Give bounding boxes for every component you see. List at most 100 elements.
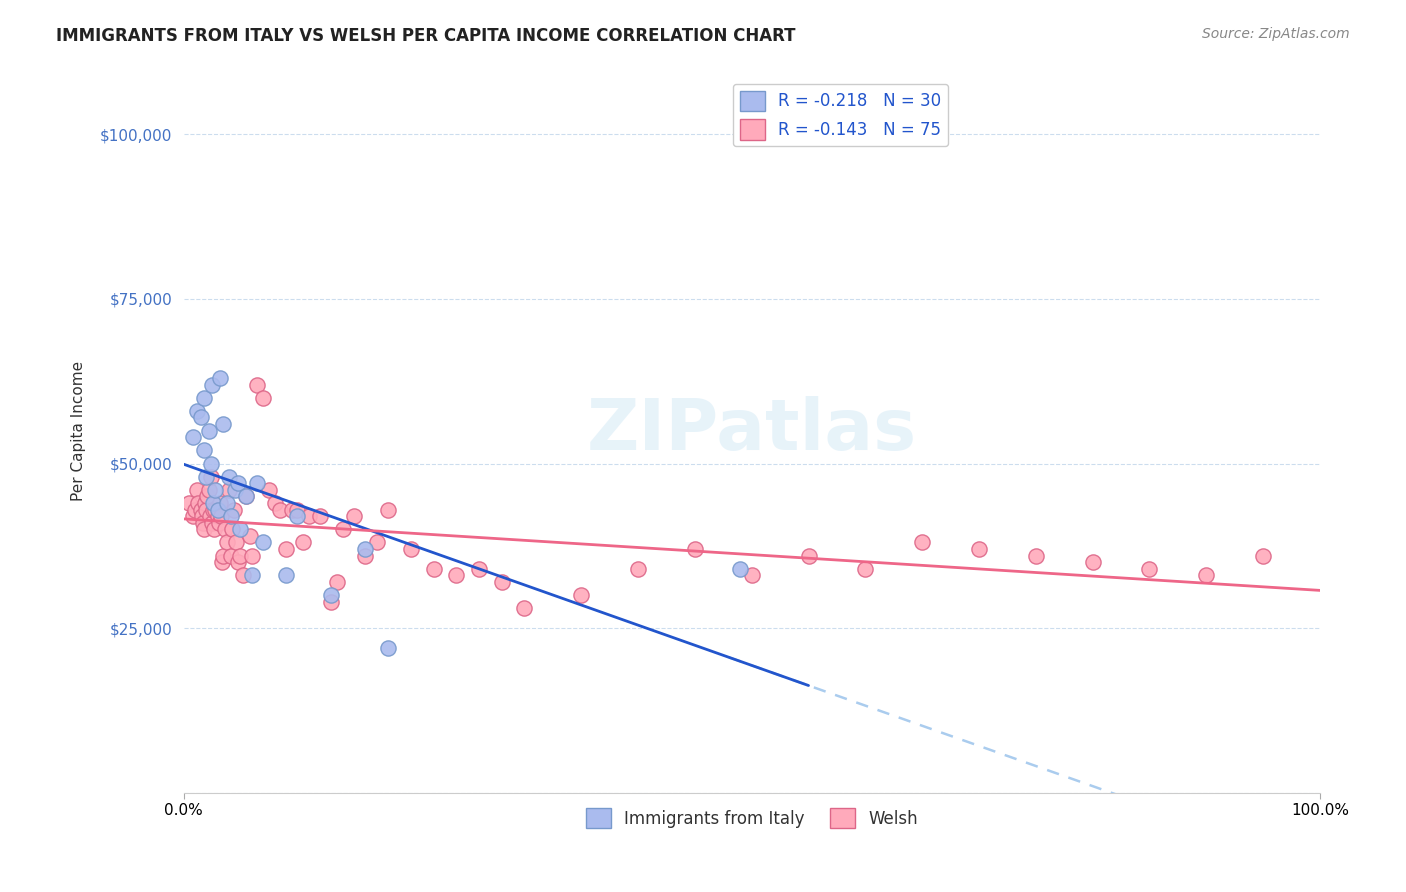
Point (186, 404, 208, 418)
Point (208, 371, 231, 385)
Point (238, 529, 260, 543)
Point (321, 588, 343, 602)
Point (204, 502, 226, 516)
Point (224, 483, 246, 497)
Point (207, 509, 229, 524)
Point (246, 476, 269, 491)
Point (491, 574, 513, 589)
Point (191, 516, 214, 530)
Point (1251, 549, 1274, 563)
Point (209, 509, 232, 524)
Point (235, 490, 257, 504)
Text: Source: ZipAtlas.com: Source: ZipAtlas.com (1202, 27, 1350, 41)
Point (240, 568, 263, 582)
Point (193, 522, 215, 536)
Point (218, 469, 240, 483)
Point (190, 410, 212, 425)
Point (202, 496, 225, 510)
Point (193, 391, 215, 405)
Point (252, 535, 274, 549)
Point (211, 555, 233, 569)
Point (202, 502, 225, 516)
Point (1081, 555, 1104, 569)
Point (1137, 562, 1160, 576)
Point (274, 568, 297, 582)
Point (193, 443, 215, 458)
Point (240, 549, 263, 563)
Point (229, 522, 252, 536)
Point (797, 549, 820, 563)
Legend: Immigrants from Italy, Welsh: Immigrants from Italy, Welsh (579, 801, 924, 835)
Y-axis label: Per Capita Income: Per Capita Income (72, 360, 86, 500)
Point (218, 483, 240, 497)
Point (285, 509, 308, 524)
Point (1025, 549, 1047, 563)
Point (911, 535, 934, 549)
Point (274, 542, 297, 557)
Point (221, 509, 243, 524)
Point (377, 640, 399, 655)
Point (252, 391, 274, 405)
Point (197, 424, 219, 438)
Point (225, 535, 247, 549)
Point (195, 469, 218, 483)
Point (208, 516, 231, 530)
Point (297, 509, 319, 524)
Point (263, 496, 285, 510)
Point (201, 516, 224, 530)
Point (257, 483, 280, 497)
Point (741, 568, 763, 582)
Point (191, 509, 214, 524)
Point (187, 496, 209, 510)
Point (309, 509, 332, 524)
Point (181, 509, 204, 524)
Point (186, 483, 208, 497)
Point (280, 502, 302, 516)
Point (269, 502, 291, 516)
Point (204, 483, 226, 497)
Point (853, 562, 876, 576)
Point (326, 574, 349, 589)
Point (422, 562, 444, 576)
Point (179, 496, 201, 510)
Point (194, 496, 217, 510)
Point (226, 476, 249, 491)
Point (235, 490, 257, 504)
Point (229, 549, 252, 563)
Point (285, 502, 308, 516)
Point (222, 502, 245, 516)
Point (212, 417, 235, 431)
Point (201, 377, 224, 392)
Point (1195, 568, 1218, 582)
Point (195, 502, 218, 516)
Point (197, 483, 219, 497)
Point (215, 496, 238, 510)
Point (215, 535, 238, 549)
Point (184, 502, 207, 516)
Point (730, 562, 752, 576)
Point (208, 496, 231, 510)
Point (207, 502, 229, 516)
Point (627, 562, 650, 576)
Point (221, 522, 243, 536)
Point (513, 601, 536, 615)
Point (377, 502, 399, 516)
Point (214, 522, 236, 536)
Point (354, 542, 377, 557)
Text: IMMIGRANTS FROM ITALY VS WELSH PER CAPITA INCOME CORRELATION CHART: IMMIGRANTS FROM ITALY VS WELSH PER CAPIT… (56, 27, 796, 45)
Point (332, 522, 354, 536)
Point (200, 469, 222, 483)
Point (343, 509, 366, 524)
Point (246, 377, 269, 392)
Point (683, 542, 706, 557)
Point (321, 595, 343, 609)
Point (291, 535, 314, 549)
Point (399, 542, 422, 557)
Text: ZIPatlas: ZIPatlas (586, 396, 917, 465)
Point (202, 522, 225, 536)
Point (181, 430, 204, 444)
Point (198, 509, 221, 524)
Point (468, 562, 491, 576)
Point (232, 568, 254, 582)
Point (212, 549, 235, 563)
